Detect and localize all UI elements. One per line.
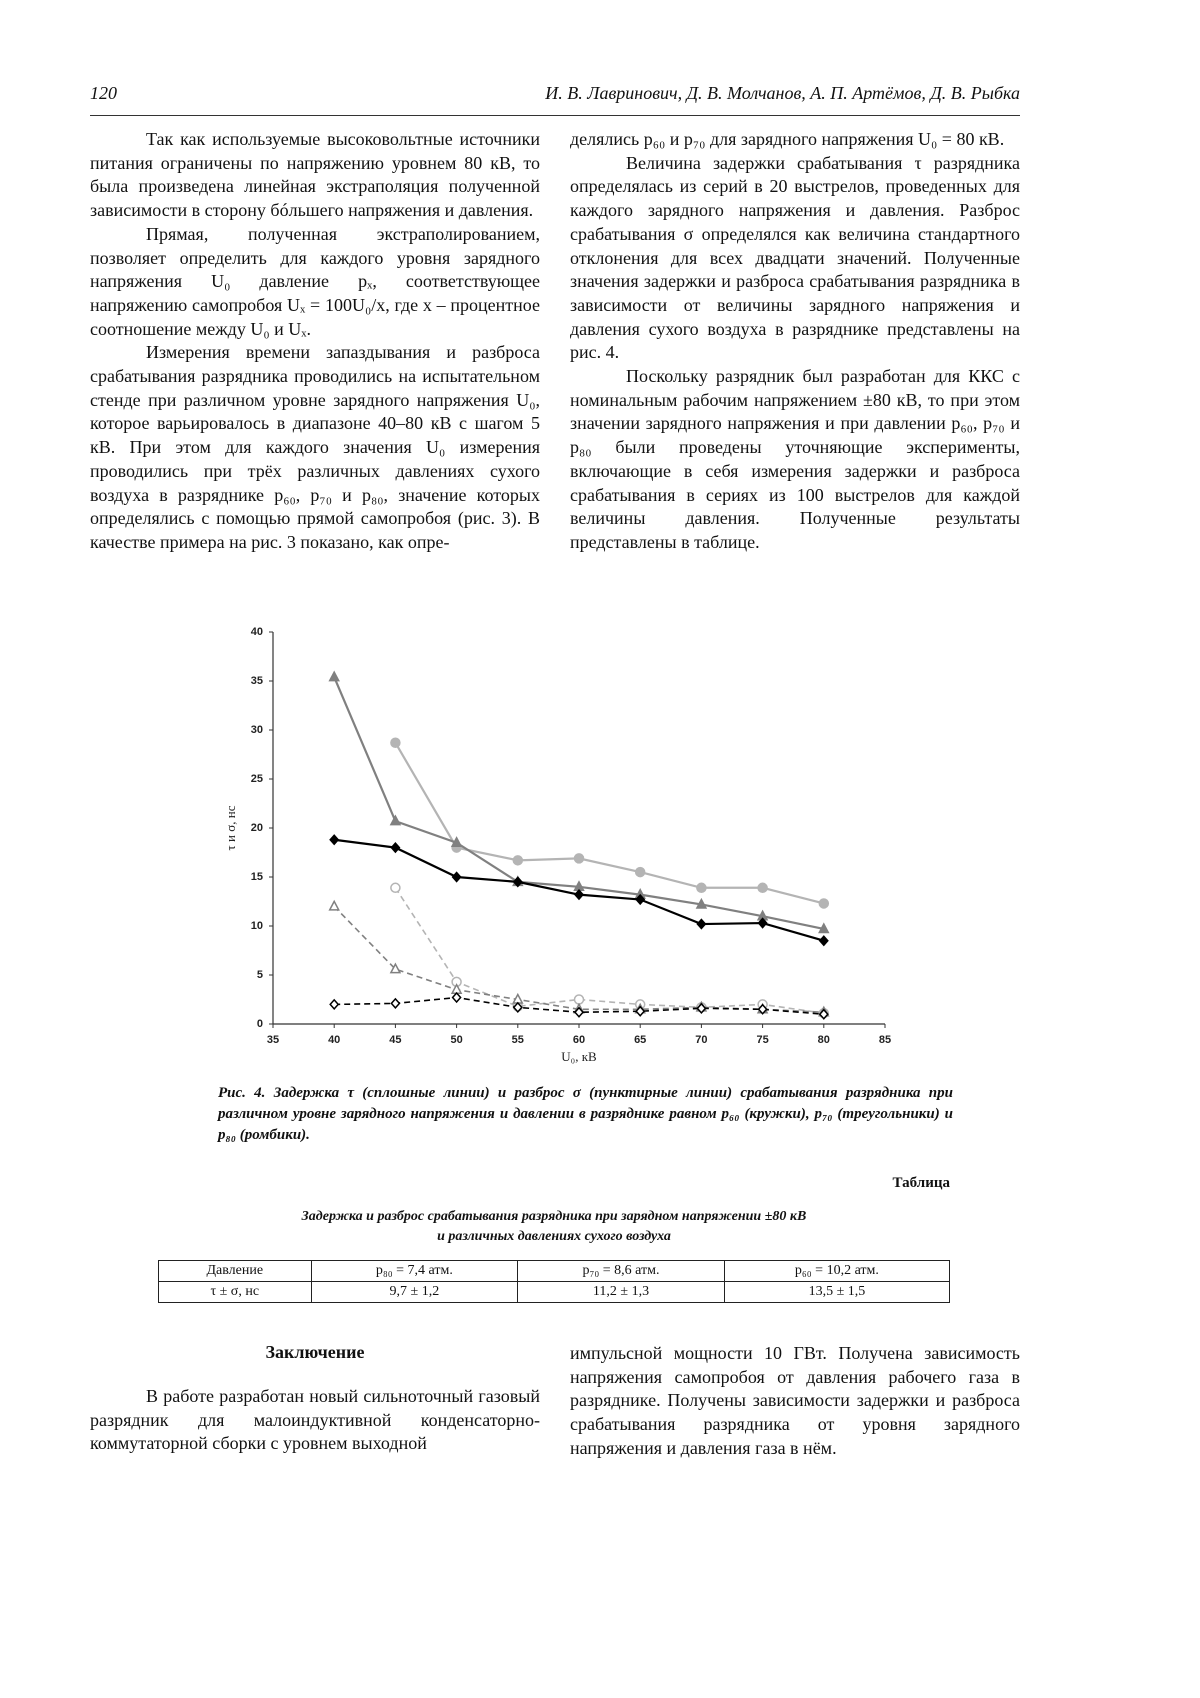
table-cell: p₇₀ = 8,6 атм.: [518, 1261, 725, 1282]
chart: 0 5 10 15 20 25 30 35 40 35 40 45 50 55 60 65 70 75 80 85 U₀…: [210, 615, 910, 1075]
x-tick-label: 40: [328, 1034, 340, 1046]
marker: [330, 672, 339, 681]
series-line: [395, 888, 823, 1013]
marker: [391, 738, 400, 747]
y-tick-label: 10: [251, 920, 263, 932]
y-tick-label: 25: [251, 773, 263, 785]
paragraph: импульсной мощности 10 ГВт. Получена зав…: [570, 1342, 1020, 1461]
table-title-line: и различных давлениях сухого воздуха: [158, 1227, 950, 1247]
marker: [330, 1000, 338, 1009]
conclusion-right: импульсной мощности 10 ГВт. Получена зав…: [570, 1342, 1020, 1461]
paragraph: Так как используемые высоковольтные исто…: [90, 128, 540, 223]
y-tick-label: 35: [251, 675, 263, 687]
x-tick-label: 60: [573, 1034, 585, 1046]
paragraph: Поскольку разрядник был разработан для К…: [570, 365, 1020, 555]
x-tick-label: 45: [389, 1034, 401, 1046]
page-number: 120: [90, 83, 117, 104]
marker: [820, 936, 828, 945]
y-tick-label: 30: [251, 724, 263, 736]
marker: [330, 835, 338, 844]
conclusion-left: В работе разработан новый сильноточный г…: [90, 1385, 540, 1456]
paragraph: Измерения времени запаздывания и разброс…: [90, 341, 540, 554]
paragraph: Величина задержки срабатывания τ разрядн…: [570, 152, 1020, 365]
table-cell: p₈₀ = 7,4 атм.: [311, 1261, 518, 1282]
table-cell: τ ± σ, нс: [159, 1282, 312, 1303]
y-tick-label: 15: [251, 871, 263, 883]
table-label: Таблица: [893, 1175, 950, 1192]
header-rule: [90, 115, 1020, 116]
marker: [513, 856, 522, 865]
table-cell: 11,2 ± 1,3: [518, 1282, 725, 1303]
y-tick-label: 20: [251, 822, 263, 834]
marker: [575, 854, 584, 863]
marker: [391, 816, 400, 825]
x-tick-label: 80: [818, 1034, 830, 1046]
x-tick-label: 70: [695, 1034, 707, 1046]
table-cell: Давление: [159, 1261, 312, 1282]
x-tick-label: 75: [756, 1034, 768, 1046]
x-tick-label: 35: [267, 1034, 279, 1046]
y-tick-label: 5: [257, 969, 263, 981]
table-cell: 9,7 ± 1,2: [311, 1282, 518, 1303]
paragraph: В работе разработан новый сильноточный г…: [90, 1385, 540, 1456]
x-axis-label: U₀, кВ: [561, 1049, 597, 1064]
marker: [697, 883, 706, 892]
paragraph: Прямая, полученная экстраполированием, п…: [90, 223, 540, 342]
y-tick-label: 40: [251, 626, 263, 638]
marker: [453, 993, 461, 1002]
marker: [819, 899, 828, 908]
x-tick-label: 55: [512, 1034, 524, 1046]
y-axis-label: τ и σ, нс: [223, 805, 238, 850]
y-tick-label: 0: [257, 1018, 263, 1030]
x-tick-label: 50: [450, 1034, 462, 1046]
authors: И. В. Лавринович, Д. В. Молчанов, А. П. …: [545, 83, 1020, 104]
conclusion-heading: Заключение: [90, 1342, 540, 1363]
figure-caption: Рис. 4. Задержка τ (сплошные линии) и ра…: [218, 1083, 953, 1146]
marker: [391, 883, 400, 892]
paragraph: делялись p₆₀ и p₇₀ для зарядного напряже…: [570, 128, 1020, 152]
marker: [575, 890, 583, 899]
marker: [453, 873, 461, 882]
table-row: τ ± σ, нс9,7 ± 1,211,2 ± 1,313,5 ± 1,5: [159, 1282, 950, 1303]
marker: [391, 999, 399, 1008]
marker: [758, 883, 767, 892]
marker: [391, 843, 399, 852]
right-column: делялись p₆₀ и p₇₀ для зарядного напряже…: [570, 128, 1020, 555]
table-title-line: Задержка и разброс срабатывания разрядни…: [158, 1207, 950, 1227]
marker: [330, 901, 339, 910]
table-cell: p₆₀ = 10,2 атм.: [724, 1261, 949, 1282]
table: Давлениеp₈₀ = 7,4 атм.p₇₀ = 8,6 атм.p₆₀ …: [158, 1260, 950, 1303]
table-title: Задержка и разброс срабатывания разрядни…: [158, 1207, 950, 1247]
x-tick-label: 65: [634, 1034, 646, 1046]
marker: [575, 995, 584, 1004]
table-cell: 13,5 ± 1,5: [724, 1282, 949, 1303]
left-column: Так как используемые высоковольтные исто…: [90, 128, 540, 555]
table-row: Давлениеp₈₀ = 7,4 атм.p₇₀ = 8,6 атм.p₆₀ …: [159, 1261, 950, 1282]
marker: [697, 920, 705, 929]
series-line: [395, 743, 823, 904]
marker: [636, 868, 645, 877]
x-tick-label: 85: [879, 1034, 891, 1046]
